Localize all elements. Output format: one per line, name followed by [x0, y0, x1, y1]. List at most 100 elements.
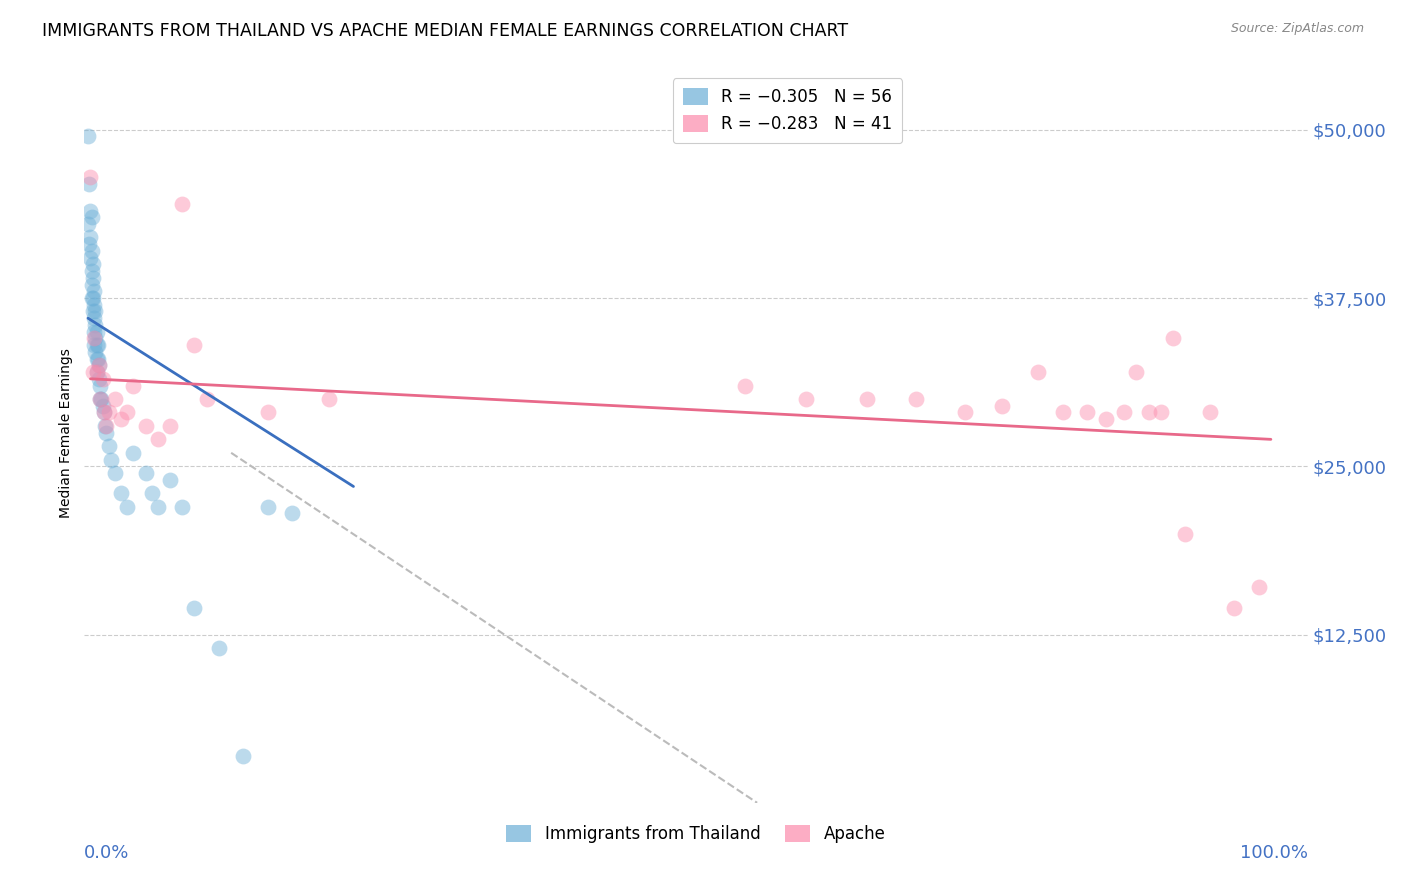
Point: [318, 392, 340, 406]
Point: [905, 392, 928, 406]
Point: [86, 365, 108, 379]
Point: [1028, 365, 1050, 379]
Point: [135, 418, 157, 433]
Point: [82, 365, 104, 379]
Point: [87, 338, 110, 352]
Point: [104, 466, 127, 480]
Point: [77, 177, 100, 191]
Point: [80, 244, 103, 258]
Point: [86, 325, 108, 339]
Point: [115, 500, 138, 514]
Point: [172, 196, 194, 211]
Point: [110, 412, 132, 426]
Point: [82, 304, 104, 318]
Point: [77, 217, 100, 231]
Point: [93, 405, 115, 419]
Point: [1125, 365, 1147, 379]
Point: [135, 466, 157, 480]
Point: [89, 378, 111, 392]
Point: [80, 277, 103, 292]
Point: [77, 129, 100, 144]
Point: [83, 311, 105, 326]
Point: [734, 378, 756, 392]
Point: [146, 433, 169, 447]
Point: [122, 378, 145, 392]
Point: [83, 285, 105, 299]
Point: [1247, 581, 1270, 595]
Point: [84, 304, 107, 318]
Point: [110, 486, 132, 500]
Text: Source: ZipAtlas.com: Source: ZipAtlas.com: [1230, 22, 1364, 36]
Point: [79, 251, 101, 265]
Point: [1114, 405, 1136, 419]
Point: [1094, 412, 1116, 426]
Point: [115, 405, 138, 419]
Point: [82, 257, 104, 271]
Point: [90, 392, 112, 406]
Point: [94, 418, 117, 433]
Point: [1052, 405, 1074, 419]
Point: [159, 418, 181, 433]
Point: [89, 392, 111, 406]
Point: [83, 298, 105, 312]
Point: [79, 169, 101, 184]
Point: [87, 359, 110, 373]
Point: [1198, 405, 1220, 419]
Point: [100, 452, 122, 467]
Point: [1174, 526, 1197, 541]
Point: [86, 338, 108, 352]
Point: [91, 399, 114, 413]
Point: [84, 331, 107, 345]
Point: [91, 372, 114, 386]
Point: [257, 500, 280, 514]
Point: [79, 203, 101, 218]
Point: [257, 405, 280, 419]
Point: [991, 399, 1014, 413]
Point: [82, 291, 104, 305]
Point: [953, 405, 976, 419]
Point: [104, 392, 127, 406]
Point: [77, 237, 100, 252]
Point: [159, 473, 181, 487]
Point: [1161, 331, 1184, 345]
Point: [87, 359, 110, 373]
Legend: Immigrants from Thailand, Apache: Immigrants from Thailand, Apache: [499, 819, 893, 850]
Text: 0.0%: 0.0%: [84, 844, 129, 862]
Point: [83, 331, 105, 345]
Point: [146, 500, 169, 514]
Point: [1150, 405, 1173, 419]
Text: IMMIGRANTS FROM THAILAND VS APACHE MEDIAN FEMALE EARNINGS CORRELATION CHART: IMMIGRANTS FROM THAILAND VS APACHE MEDIA…: [42, 22, 848, 40]
Point: [96, 425, 118, 440]
Point: [232, 748, 254, 763]
Point: [82, 270, 104, 285]
Text: 100.0%: 100.0%: [1240, 844, 1308, 862]
Point: [97, 439, 120, 453]
Point: [281, 507, 304, 521]
Point: [1223, 600, 1246, 615]
Point: [856, 392, 879, 406]
Y-axis label: Median Female Earnings: Median Female Earnings: [59, 348, 73, 517]
Point: [208, 640, 231, 655]
Point: [195, 392, 218, 406]
Point: [80, 291, 103, 305]
Point: [86, 351, 108, 366]
Point: [80, 211, 103, 225]
Point: [122, 446, 145, 460]
Point: [83, 325, 105, 339]
Point: [84, 318, 107, 332]
Point: [83, 338, 105, 352]
Point: [141, 486, 163, 500]
Point: [80, 264, 103, 278]
Point: [84, 344, 107, 359]
Point: [89, 392, 111, 406]
Point: [87, 372, 110, 386]
Point: [97, 405, 120, 419]
Point: [87, 351, 110, 366]
Point: [93, 405, 115, 419]
Point: [183, 338, 205, 352]
Point: [79, 230, 101, 244]
Point: [1076, 405, 1098, 419]
Point: [1137, 405, 1160, 419]
Point: [172, 500, 194, 514]
Point: [96, 418, 118, 433]
